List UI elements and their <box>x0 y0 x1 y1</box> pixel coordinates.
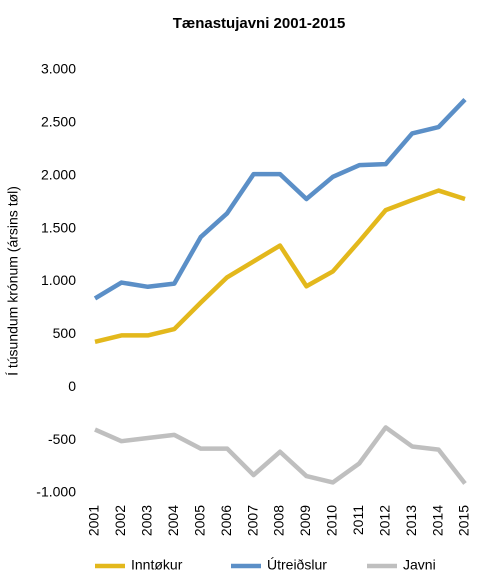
chart-title: Tænastujavni 2001-2015 <box>173 15 346 32</box>
x-tick-label: 2002 <box>112 505 128 536</box>
x-tick-label: 2014 <box>429 505 445 536</box>
y-tick-label: 1.000 <box>41 272 76 288</box>
line-series <box>93 98 467 301</box>
y-tick-label: 1.500 <box>41 219 76 235</box>
legend-label: Útreiðslur <box>267 557 327 573</box>
x-tick-label: 2005 <box>191 505 207 536</box>
x-tick-label: 2003 <box>139 505 155 536</box>
y-tick-label: -500 <box>48 431 76 447</box>
x-tick-label: 2008 <box>271 505 287 536</box>
y-tick-label: 2.000 <box>41 166 76 182</box>
y-tick-label: 0 <box>68 378 76 394</box>
x-tick-label: 2006 <box>218 505 234 536</box>
y-axis-label: Í túsundum krónum (ársins tøl) <box>5 186 21 376</box>
legend-label: Javni <box>403 557 436 573</box>
x-tick-label: 2012 <box>376 505 392 536</box>
x-tick-label: 2015 <box>456 505 472 536</box>
x-tick-label: 2013 <box>403 505 419 536</box>
legend-label: Inntøkur <box>131 557 183 573</box>
x-tick-label: 2009 <box>297 505 313 536</box>
x-tick-label: 2011 <box>350 505 366 535</box>
x-tick-label: 2007 <box>244 505 260 536</box>
y-tick-label: -1.000 <box>36 484 76 500</box>
x-tick-label: 2001 <box>86 505 102 536</box>
line-series <box>94 425 467 485</box>
x-tick-label: 2004 <box>165 505 181 536</box>
x-tick-label: 2010 <box>324 505 340 536</box>
y-tick-label: 3.000 <box>41 61 76 77</box>
y-tick-label: 500 <box>53 325 77 341</box>
y-tick-label: 2.500 <box>41 114 76 130</box>
line-series <box>94 188 466 344</box>
